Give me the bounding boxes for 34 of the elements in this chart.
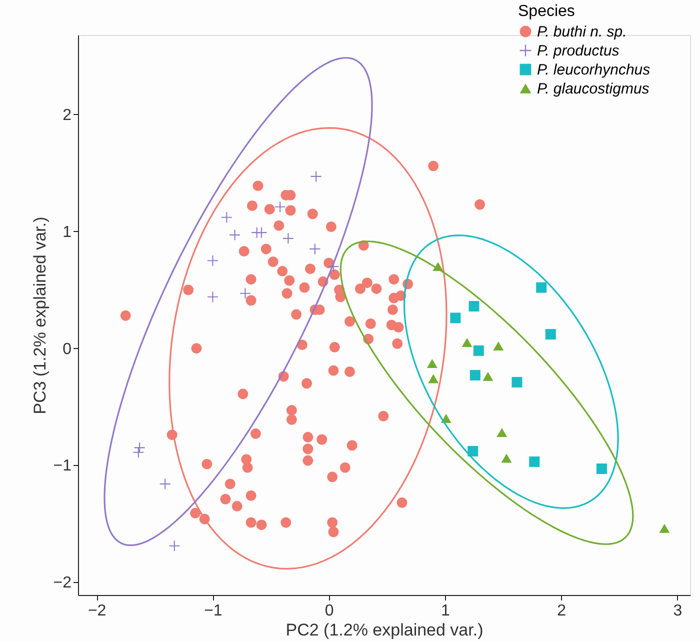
- point: [545, 329, 556, 340]
- point: [450, 312, 461, 324]
- point: [473, 345, 484, 356]
- y-tick-label: −1: [53, 458, 72, 475]
- point: [468, 300, 480, 312]
- point: [512, 376, 522, 388]
- legend-label: P. leucorhynchus: [537, 62, 651, 78]
- point: [496, 428, 508, 438]
- x-tick-label: −1: [204, 602, 222, 620]
- legend-title: Species: [518, 3, 575, 20]
- legend-label: P. buthi n. sp.: [537, 24, 627, 40]
- point: [596, 463, 607, 474]
- x-tick-label: 2: [557, 602, 566, 620]
- point: [468, 446, 478, 456]
- point: [470, 370, 480, 380]
- point: [536, 282, 547, 293]
- y-tick-label: 2: [62, 107, 72, 124]
- x-tick-label: 0: [324, 602, 334, 620]
- point: [659, 524, 670, 533]
- y-tick-label: 0: [62, 340, 72, 358]
- x-tick-label: 1: [441, 602, 450, 620]
- x-tick-label: −2: [88, 602, 106, 620]
- y-tick-label: −2: [53, 574, 72, 592]
- y-tick-label: 1: [62, 224, 72, 241]
- point: [501, 454, 512, 463]
- legend-label: P. productus: [537, 42, 620, 60]
- x-tick-label: 3: [673, 602, 682, 620]
- legend-label: P. glaucostigmus: [537, 80, 650, 98]
- x-axis-title: PC2 (1.2% explained var.): [286, 620, 484, 640]
- point: [482, 372, 494, 381]
- point: [493, 341, 504, 351]
- y-axis-title: PC3 (1.2% explained var.): [30, 216, 50, 414]
- point: [529, 456, 540, 467]
- point: [462, 338, 472, 348]
